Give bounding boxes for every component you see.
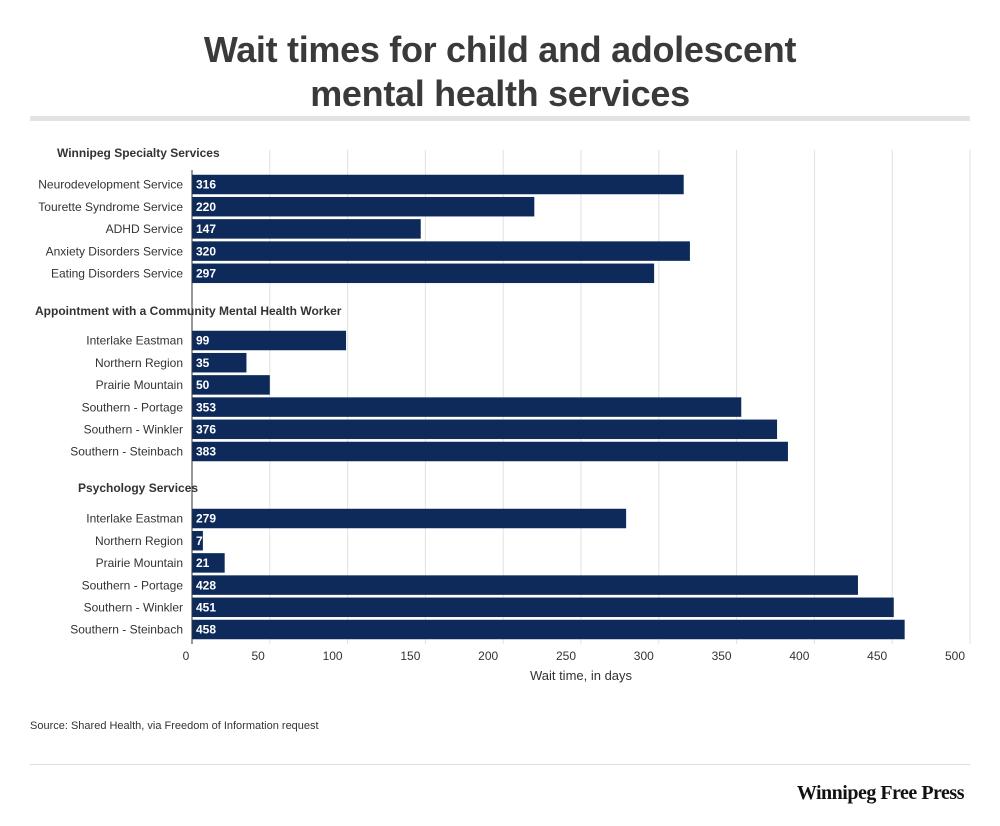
- category-label: ADHD Service: [106, 222, 184, 236]
- category-label: Southern - Portage: [82, 400, 184, 414]
- bar: [192, 441, 788, 462]
- bar: [192, 219, 421, 239]
- chart-title-line-2: mental health services: [310, 73, 690, 114]
- bar-value-label: 297: [196, 267, 216, 281]
- category-label: Southern - Winkler: [84, 601, 183, 615]
- x-tick-label: 500: [945, 649, 965, 663]
- category-label: Southern - Portage: [82, 578, 184, 592]
- x-tick-label: 200: [478, 649, 498, 663]
- bar-value-label: 99: [196, 334, 210, 348]
- group-title: Appointment with a Community Mental Heal…: [35, 304, 342, 318]
- bar-value-label: 21: [196, 556, 210, 570]
- x-tick-label: 400: [789, 649, 809, 663]
- bar-value-label: 147: [196, 222, 216, 236]
- group-title: Winnipeg Specialty Services: [57, 146, 220, 160]
- chart-title-line-1: Wait times for child and adolescent: [203, 29, 797, 70]
- group-title: Psychology Services: [78, 481, 198, 495]
- category-label: Southern - Steinbach: [70, 445, 183, 459]
- x-tick-label: 0: [183, 649, 190, 663]
- bar-value-label: 376: [196, 423, 216, 437]
- bar-value-label: 383: [196, 445, 216, 459]
- x-tick-label: 150: [400, 649, 420, 663]
- x-tick-label: 100: [323, 649, 343, 663]
- bar-value-label: 316: [196, 178, 216, 192]
- bar-value-label: 451: [196, 601, 216, 615]
- category-label: Northern Region: [95, 534, 183, 548]
- bar: [192, 241, 690, 261]
- bar: [192, 553, 225, 573]
- bar: [192, 263, 655, 284]
- bar: [192, 619, 905, 640]
- bar-value-label: 50: [196, 378, 210, 392]
- category-label: Eating Disorders Service: [51, 267, 183, 281]
- category-label: Northern Region: [95, 356, 183, 370]
- x-tick-label: 450: [867, 649, 887, 663]
- x-tick-label: 50: [251, 649, 265, 663]
- source-note: Source: Shared Health, via Freedom of In…: [30, 720, 319, 732]
- category-label: Southern - Winkler: [84, 423, 183, 437]
- bar: [192, 174, 684, 195]
- category-label: Anxiety Disorders Service: [46, 244, 184, 258]
- category-label: Neurodevelopment Service: [38, 178, 183, 192]
- bar-value-label: 320: [196, 244, 216, 258]
- publisher-logo: Winnipeg Free Press: [796, 782, 965, 804]
- bar: [192, 508, 627, 529]
- bar: [192, 397, 742, 417]
- bar: [192, 352, 247, 373]
- bar-value-label: 220: [196, 200, 216, 214]
- bar: [192, 375, 270, 395]
- category-label: Prairie Mountain: [96, 556, 183, 570]
- title-divider: [30, 116, 970, 121]
- category-label: Interlake Eastman: [86, 512, 183, 526]
- bar: [192, 330, 347, 351]
- category-label: Tourette Syndrome Service: [38, 200, 183, 214]
- x-tick-label: 350: [712, 649, 732, 663]
- bar: [192, 597, 894, 618]
- footer-divider: [30, 764, 970, 765]
- bar: [192, 575, 858, 595]
- bar: [192, 196, 535, 217]
- bar-chart: Winnipeg Specialty Services Neurodevelopm…: [35, 146, 971, 683]
- bar-value-label: 7: [196, 534, 203, 548]
- x-tick-label: 300: [634, 649, 654, 663]
- bar-value-label: 353: [196, 400, 216, 414]
- chart-title: Wait times for child and adolescent ment…: [0, 28, 1000, 116]
- bar: [192, 530, 203, 551]
- bar-value-label: 279: [196, 512, 216, 526]
- x-tick-label: 250: [556, 649, 576, 663]
- category-label: Southern - Steinbach: [70, 623, 183, 637]
- bar: [192, 419, 778, 440]
- category-label: Prairie Mountain: [96, 378, 183, 392]
- bar-value-label: 458: [196, 623, 216, 637]
- bar-value-label: 428: [196, 578, 216, 592]
- x-axis-title: Wait time, in days: [530, 668, 633, 683]
- category-label: Interlake Eastman: [86, 334, 183, 348]
- bar-value-label: 35: [196, 356, 210, 370]
